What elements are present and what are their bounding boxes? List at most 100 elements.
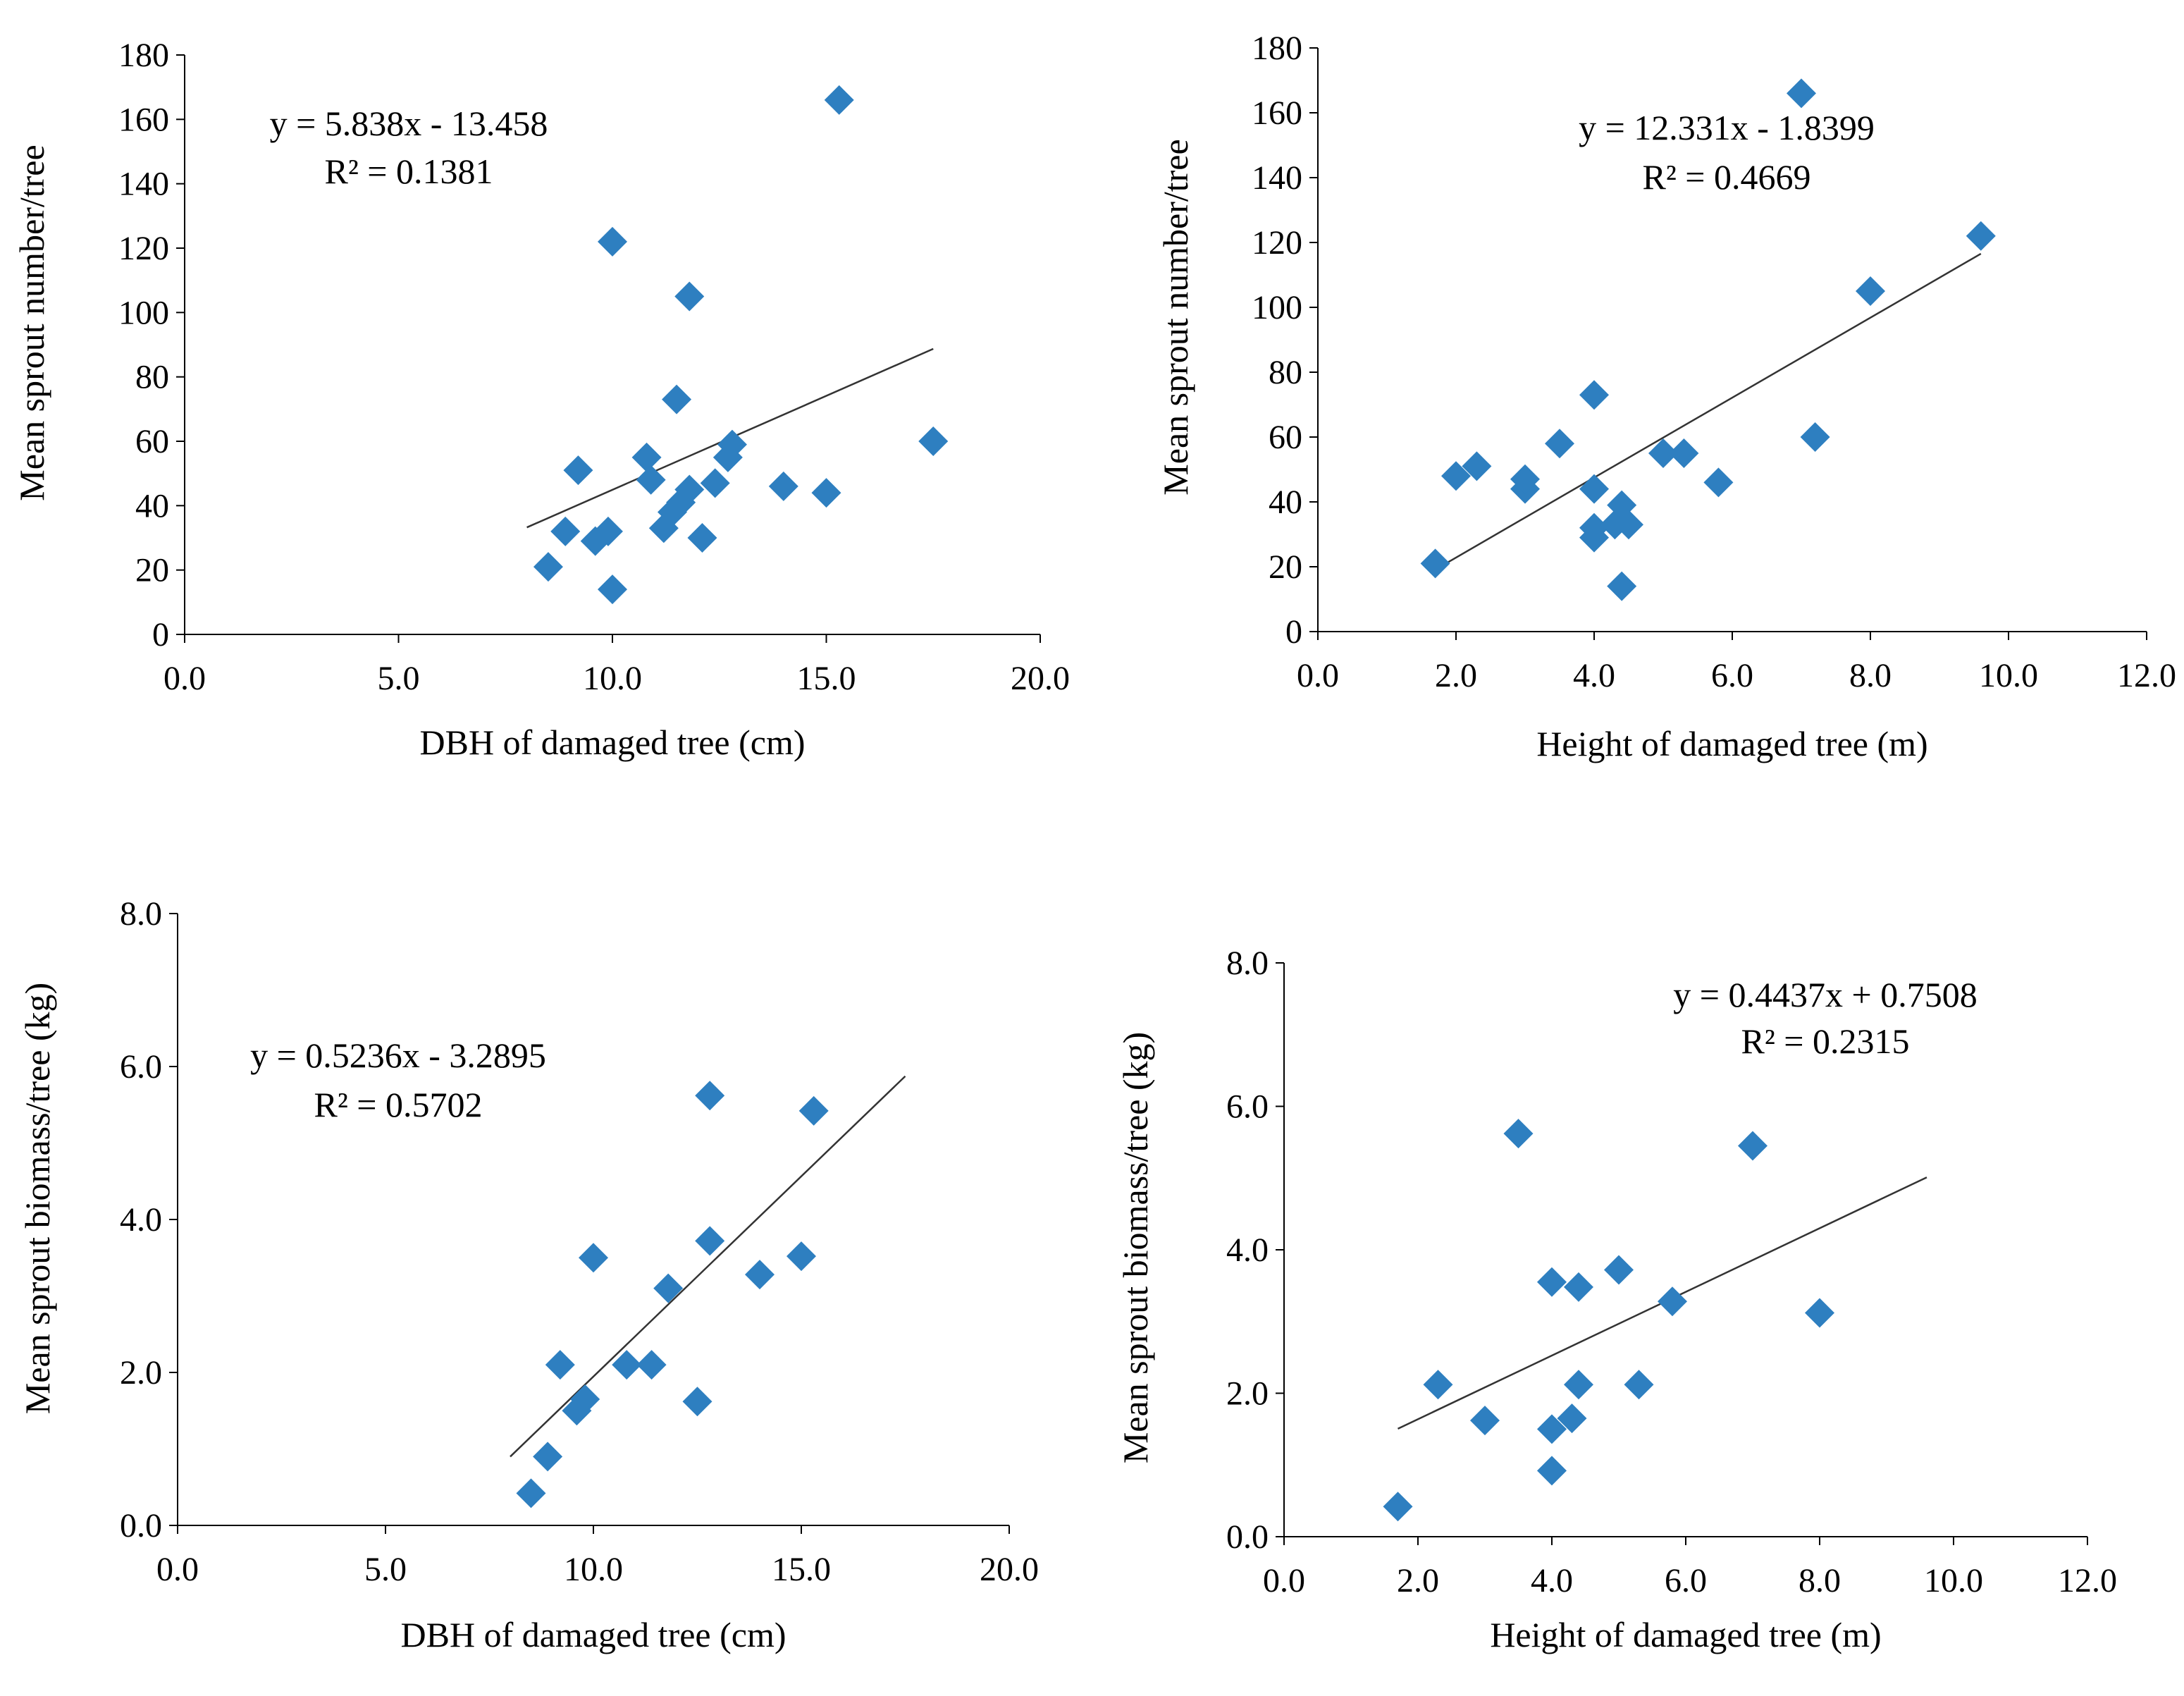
y-tick-label: 160	[118, 101, 169, 138]
data-point	[631, 442, 662, 472]
y-tick-label: 8.0	[120, 895, 162, 933]
y-tick-label: 0.0	[1226, 1518, 1269, 1556]
y-tick-label: 40	[135, 487, 169, 524]
data-point	[516, 1478, 546, 1508]
data-point	[1441, 461, 1471, 491]
equation-label: y = 12.331x - 1.8399	[1579, 108, 1875, 147]
panel-a: 0 20 40 60 80 100 120 140 160 180 0.0 5.0 10.0 15.0 20…	[12, 37, 1070, 762]
data-point	[1800, 422, 1830, 452]
panel-c: 0.0 2.0 4.0 6.0 8.0 0.0 5.0 10.0 15.0 20.0 DBH of …	[18, 895, 1039, 1654]
data-point	[1564, 1272, 1593, 1302]
data-point	[579, 1243, 608, 1273]
y-tick-label: 4.0	[120, 1201, 162, 1239]
y-tick-label: 0	[1285, 613, 1302, 651]
y-tick-label: 100	[1252, 289, 1302, 326]
data-point	[1787, 78, 1816, 109]
data-point	[687, 523, 717, 553]
data-point	[1537, 1456, 1567, 1486]
data-point	[695, 1081, 725, 1111]
data-point	[533, 1442, 563, 1472]
y-axis-label: Mean sprout number/tree	[12, 145, 51, 500]
data-point	[1537, 1414, 1567, 1444]
data-point	[918, 426, 949, 456]
x-tick-label: 6.0	[1711, 657, 1753, 694]
x-tick-label: 12.0	[2117, 657, 2176, 694]
data-point	[1470, 1406, 1500, 1436]
data-point	[1604, 1255, 1634, 1285]
r-squared-label: R² = 0.5702	[314, 1085, 482, 1124]
x-tick-label: 0.0	[156, 1551, 199, 1588]
equation-label: y = 0.4437x + 0.7508	[1673, 975, 1977, 1014]
y-tick-label: 80	[135, 359, 169, 396]
panel-b: 0 20 40 60 80 100 120 140 160 180 0.0 2.0 4.0 6.0 8.0 1…	[1156, 30, 2176, 763]
data-point	[533, 552, 563, 582]
x-tick-label: 20.0	[1011, 660, 1070, 697]
data-point	[674, 474, 705, 505]
data-point	[1579, 474, 1609, 504]
x-tick-label: 0.0	[1263, 1562, 1305, 1599]
data-point	[545, 1350, 575, 1380]
y-tick-label: 120	[118, 230, 169, 267]
data-point	[768, 471, 798, 501]
data-point	[598, 226, 627, 257]
data-point	[598, 574, 627, 605]
x-tick-label: 10.0	[583, 660, 642, 697]
y-axis-label: Mean sprout biomass/tree (kg)	[1116, 1032, 1155, 1463]
y-axis-label: Mean sprout biomass/tree (kg)	[18, 983, 57, 1414]
x-tick-label: 2.0	[1435, 657, 1477, 694]
data-point	[1420, 548, 1450, 579]
x-tick-label: 20.0	[980, 1551, 1039, 1588]
r-squared-label: R² = 0.2315	[1741, 1021, 1909, 1061]
data-point	[1966, 221, 1996, 251]
x-tick-label: 2.0	[1397, 1562, 1439, 1599]
data-point	[786, 1241, 816, 1272]
y-tick-label: 60	[1269, 419, 1302, 456]
data-point	[700, 468, 730, 498]
x-axis-label: Height of damaged tree (m)	[1536, 724, 1927, 763]
trendline	[1434, 252, 1982, 571]
x-tick-label: 6.0	[1665, 1562, 1707, 1599]
y-tick-label: 20	[1269, 548, 1302, 586]
data-point	[1624, 1370, 1654, 1400]
x-tick-label: 8.0	[1799, 1562, 1841, 1599]
x-axis-label: Height of damaged tree (m)	[1490, 1615, 1881, 1654]
data-point	[1703, 467, 1734, 498]
y-tick-label: 140	[118, 166, 169, 203]
data-point	[550, 516, 581, 546]
data-point	[682, 1387, 712, 1417]
y-tick-label: 60	[135, 423, 169, 460]
x-tick-label: 5.0	[378, 660, 420, 697]
x-tick-label: 5.0	[364, 1551, 407, 1588]
data-point	[1557, 1403, 1587, 1434]
x-tick-label: 10.0	[1924, 1562, 1983, 1599]
r-squared-label: R² = 0.4669	[1642, 157, 1810, 197]
data-point	[745, 1260, 775, 1290]
x-tick-label: 10.0	[1979, 657, 2038, 694]
trendline	[510, 1075, 906, 1458]
y-tick-label: 180	[1252, 30, 1302, 67]
data-point	[1423, 1370, 1453, 1400]
y-tick-label: 8.0	[1226, 945, 1269, 982]
x-axis-label: DBH of damaged tree (cm)	[420, 723, 806, 762]
x-tick-label: 10.0	[564, 1551, 623, 1588]
y-tick-label: 120	[1252, 224, 1302, 262]
y-axis-label: Mean sprout number/tree	[1156, 139, 1195, 495]
data-point	[1545, 429, 1574, 459]
data-point	[570, 1384, 600, 1414]
data-point	[1669, 438, 1699, 468]
data-point	[717, 429, 747, 460]
data-point	[593, 516, 623, 546]
equation-label: y = 0.5236x - 3.2895	[250, 1036, 546, 1075]
y-tick-label: 0.0	[120, 1507, 162, 1544]
y-tick-label: 6.0	[1226, 1088, 1269, 1126]
x-tick-label: 0.0	[164, 660, 206, 697]
x-tick-label: 12.0	[2058, 1562, 2117, 1599]
data-point	[674, 281, 705, 312]
data-point	[695, 1226, 725, 1256]
data-point	[1658, 1286, 1687, 1317]
data-point	[798, 1095, 829, 1126]
y-tick-label: 80	[1269, 354, 1302, 391]
data-point	[1738, 1131, 1767, 1161]
y-tick-label: 180	[118, 37, 169, 74]
